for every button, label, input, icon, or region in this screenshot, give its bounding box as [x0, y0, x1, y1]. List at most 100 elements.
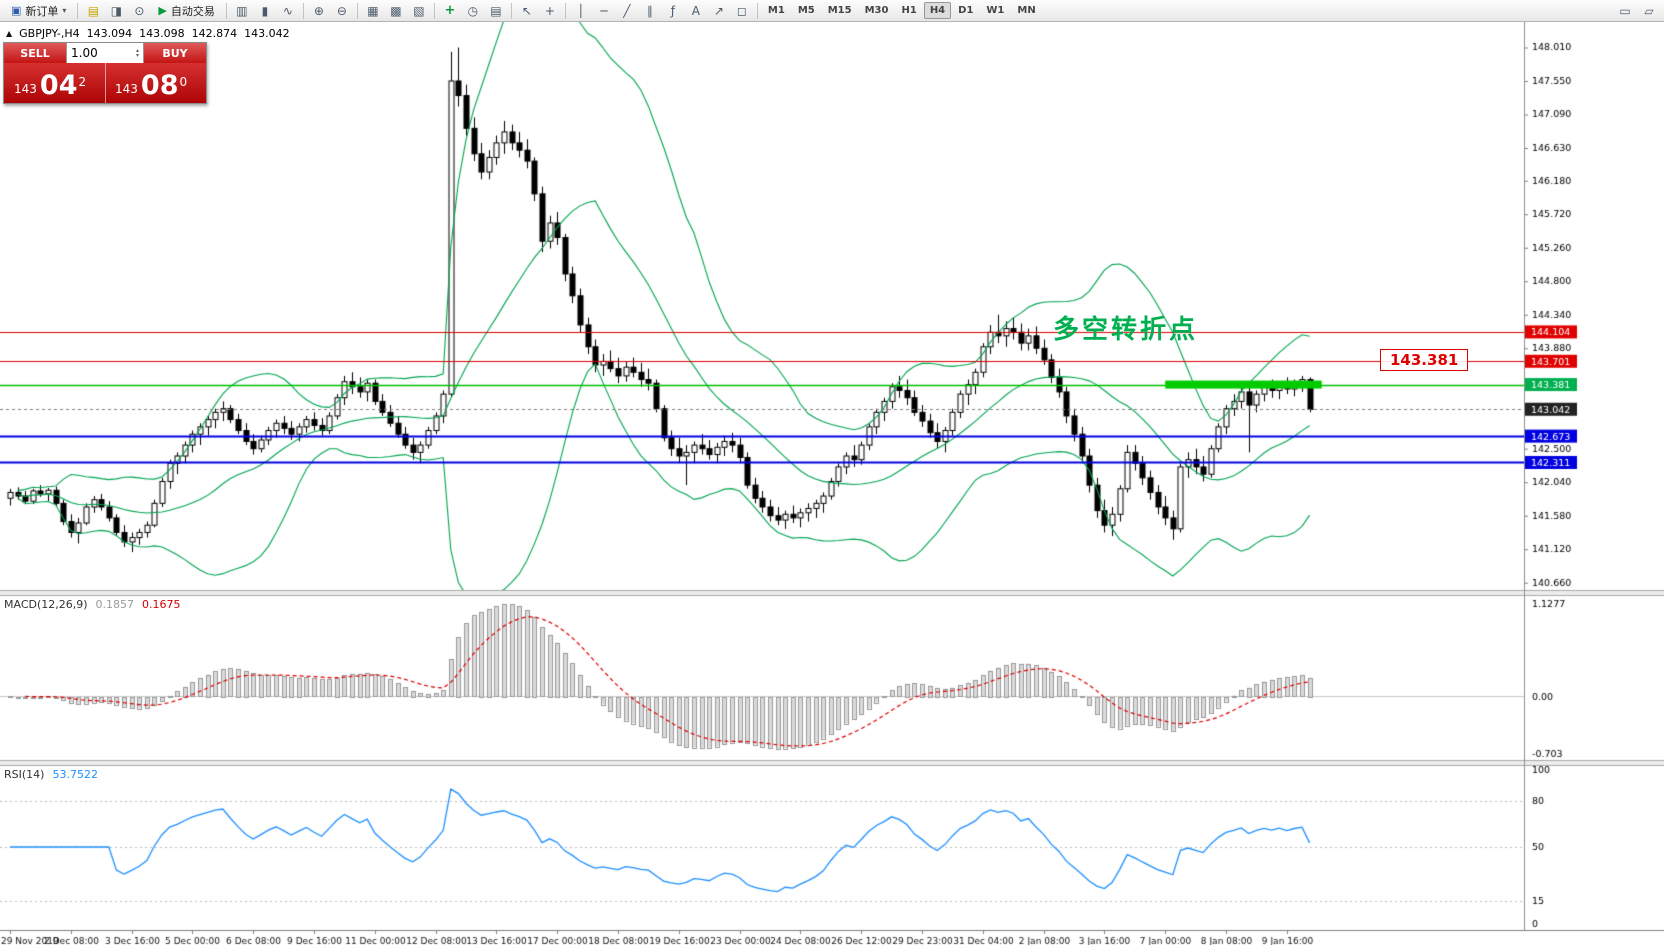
channel-button[interactable]: ∥ [639, 1, 661, 21]
fibonacci-icon: ƒ [670, 3, 675, 18]
bar-chart-button[interactable]: ▥ [231, 1, 253, 21]
spin-down-icon[interactable]: ▾ [135, 52, 139, 59]
trendline-icon: ╱ [623, 3, 631, 18]
periods-button[interactable]: ◷ [462, 1, 484, 21]
rsi-indicator-label: RSI(14) 53.7522 [4, 768, 98, 781]
buy-button[interactable]: BUY [144, 43, 206, 63]
macd-name: MACD(12,26,9) [4, 598, 88, 611]
timeframe-m1-button[interactable]: M1 [767, 5, 785, 16]
text-tool-icon: A [691, 3, 700, 18]
timeframe-m15-button[interactable]: M15 [827, 5, 852, 16]
arrange-windows-button[interactable]: ▧ [408, 1, 430, 21]
symbol-name: GBPJPY-,H4 [19, 27, 80, 40]
volume-spinner[interactable]: ▴ ▾ [135, 47, 139, 59]
toolbar-separator [510, 2, 512, 19]
vertical-line-button[interactable]: │ [570, 1, 592, 21]
tile-windows-icon: ▦ [367, 3, 379, 18]
arrows-tool-button[interactable]: ↗ [708, 1, 730, 21]
bar-chart-icon: ▥ [236, 3, 248, 18]
sell-button[interactable]: SELL [4, 43, 66, 63]
toolbar-separator [356, 2, 358, 19]
chat-panel-icon: ▭ [1619, 3, 1631, 18]
macd-value-signal: 0.1675 [142, 598, 181, 611]
buy-price[interactable]: 143 08 0 [105, 63, 206, 103]
shapes-button[interactable]: ◻ [731, 1, 753, 21]
main-toolbar: ▣ 新订单 ▾ ▤ ◨ ⊙ ▶ 自动交易 ▥ ▮ ∿ ⊕ ⊖ ▦ ▩ ▧ + ◷… [0, 0, 1664, 22]
zoom-out-button[interactable]: ⊖ [331, 1, 353, 21]
horizontal-line-button[interactable]: ─ [593, 1, 615, 21]
buy-price-sup: 0 [179, 75, 188, 89]
toolbar-separator [564, 2, 566, 19]
arrows-tool-icon: ↗ [713, 3, 724, 18]
profile-icon: ▤ [87, 3, 100, 18]
assistant-icon: ◨ [110, 3, 123, 18]
templates-button[interactable]: ▤ [485, 1, 507, 21]
timeframe-h4-button[interactable]: H4 [923, 2, 952, 19]
zoom-in-button[interactable]: ⊕ [308, 1, 330, 21]
tile-windows-button[interactable]: ▦ [362, 1, 384, 21]
spin-up-icon[interactable]: ▴ [135, 47, 139, 54]
one-click-trading-panel: SELL 1.00 ▴ ▾ BUY 143 04 2 1 [3, 42, 207, 104]
macd-indicator-label: MACD(12,26,9) 0.1857 0.1675 [4, 598, 181, 611]
buy-price-big: 08 [140, 70, 179, 101]
candlestick-button[interactable]: ▮ [254, 1, 276, 21]
indicators-icon: + [444, 3, 456, 18]
profile-button[interactable]: ▤ [82, 1, 104, 21]
fibonacci-button[interactable]: ƒ [662, 1, 684, 21]
level-callout-143381[interactable]: 143.381 [1380, 349, 1469, 371]
volume-input[interactable]: 1.00 ▴ ▾ [66, 43, 144, 63]
line-chart-button[interactable]: ∿ [277, 1, 299, 21]
sell-price[interactable]: 143 04 2 [4, 63, 105, 103]
quote-close: 143.042 [244, 27, 290, 40]
text-tool-button[interactable]: A [685, 1, 707, 21]
turning-point-annotation[interactable]: 多空转折点 [1053, 315, 1199, 345]
zoom-in-icon: ⊕ [313, 3, 324, 18]
chat-panel-button[interactable]: ▭ [1614, 1, 1636, 21]
chart-area: ▲ GBPJPY-,H4 143.094 143.098 142.874 143… [0, 22, 1664, 945]
toolbar-separator [225, 2, 227, 19]
vertical-line-icon: │ [577, 3, 585, 18]
toolbar-separator [433, 2, 435, 19]
price-chart-canvas[interactable] [0, 22, 1664, 945]
shapes-icon: ◻ [736, 3, 747, 18]
volume-value: 1.00 [71, 46, 98, 60]
refresh-button[interactable]: ⊙ [128, 1, 150, 21]
timeframe-h1-button[interactable]: H1 [901, 5, 917, 16]
cascade-windows-button[interactable]: ▩ [385, 1, 407, 21]
refresh-icon: ⊙ [134, 3, 145, 18]
sell-price-small: 143 [14, 82, 37, 96]
timeframe-mn-button[interactable]: MN [1017, 5, 1036, 16]
new-order-button[interactable]: ▣ 新订单 ▾ [4, 1, 73, 21]
sell-price-big: 04 [39, 70, 78, 101]
macd-value-main: 0.1857 [95, 598, 135, 611]
news-panel-button[interactable]: ▱ [1638, 1, 1660, 21]
horizontal-line-icon: ─ [600, 3, 608, 18]
indicators-button[interactable]: + [439, 1, 461, 21]
line-chart-icon: ∿ [282, 3, 293, 18]
collapse-trade-panel-icon[interactable]: ▲ [6, 29, 13, 38]
play-icon: ▶ [158, 4, 167, 17]
new-order-icon: ▣ [11, 4, 22, 17]
templates-icon: ▤ [490, 3, 502, 18]
cursor-button[interactable]: ↖ [516, 1, 538, 21]
zoom-out-icon: ⊖ [336, 3, 347, 18]
timeframe-m5-button[interactable]: M5 [797, 5, 815, 16]
quote-low: 142.874 [191, 27, 238, 40]
arrange-windows-icon: ▧ [413, 3, 425, 18]
price-divider [105, 63, 106, 103]
crosshair-icon: + [544, 3, 555, 18]
channel-icon: ∥ [646, 3, 653, 18]
trendline-button[interactable]: ╱ [616, 1, 638, 21]
crosshair-button[interactable]: + [539, 1, 561, 21]
rsi-name: RSI(14) [4, 768, 45, 781]
auto-trading-button[interactable]: ▶ 自动交易 [151, 1, 221, 21]
sell-price-sup: 2 [78, 75, 87, 89]
toolbar-separator [302, 2, 304, 19]
timeframe-m30-button[interactable]: M30 [864, 5, 889, 16]
timeframe-d1-button[interactable]: D1 [958, 5, 974, 16]
toolbar-separator [77, 2, 79, 19]
assistant-button[interactable]: ◨ [105, 1, 127, 21]
timeframe-w1-button[interactable]: W1 [986, 5, 1005, 16]
buy-price-small: 143 [115, 82, 138, 96]
